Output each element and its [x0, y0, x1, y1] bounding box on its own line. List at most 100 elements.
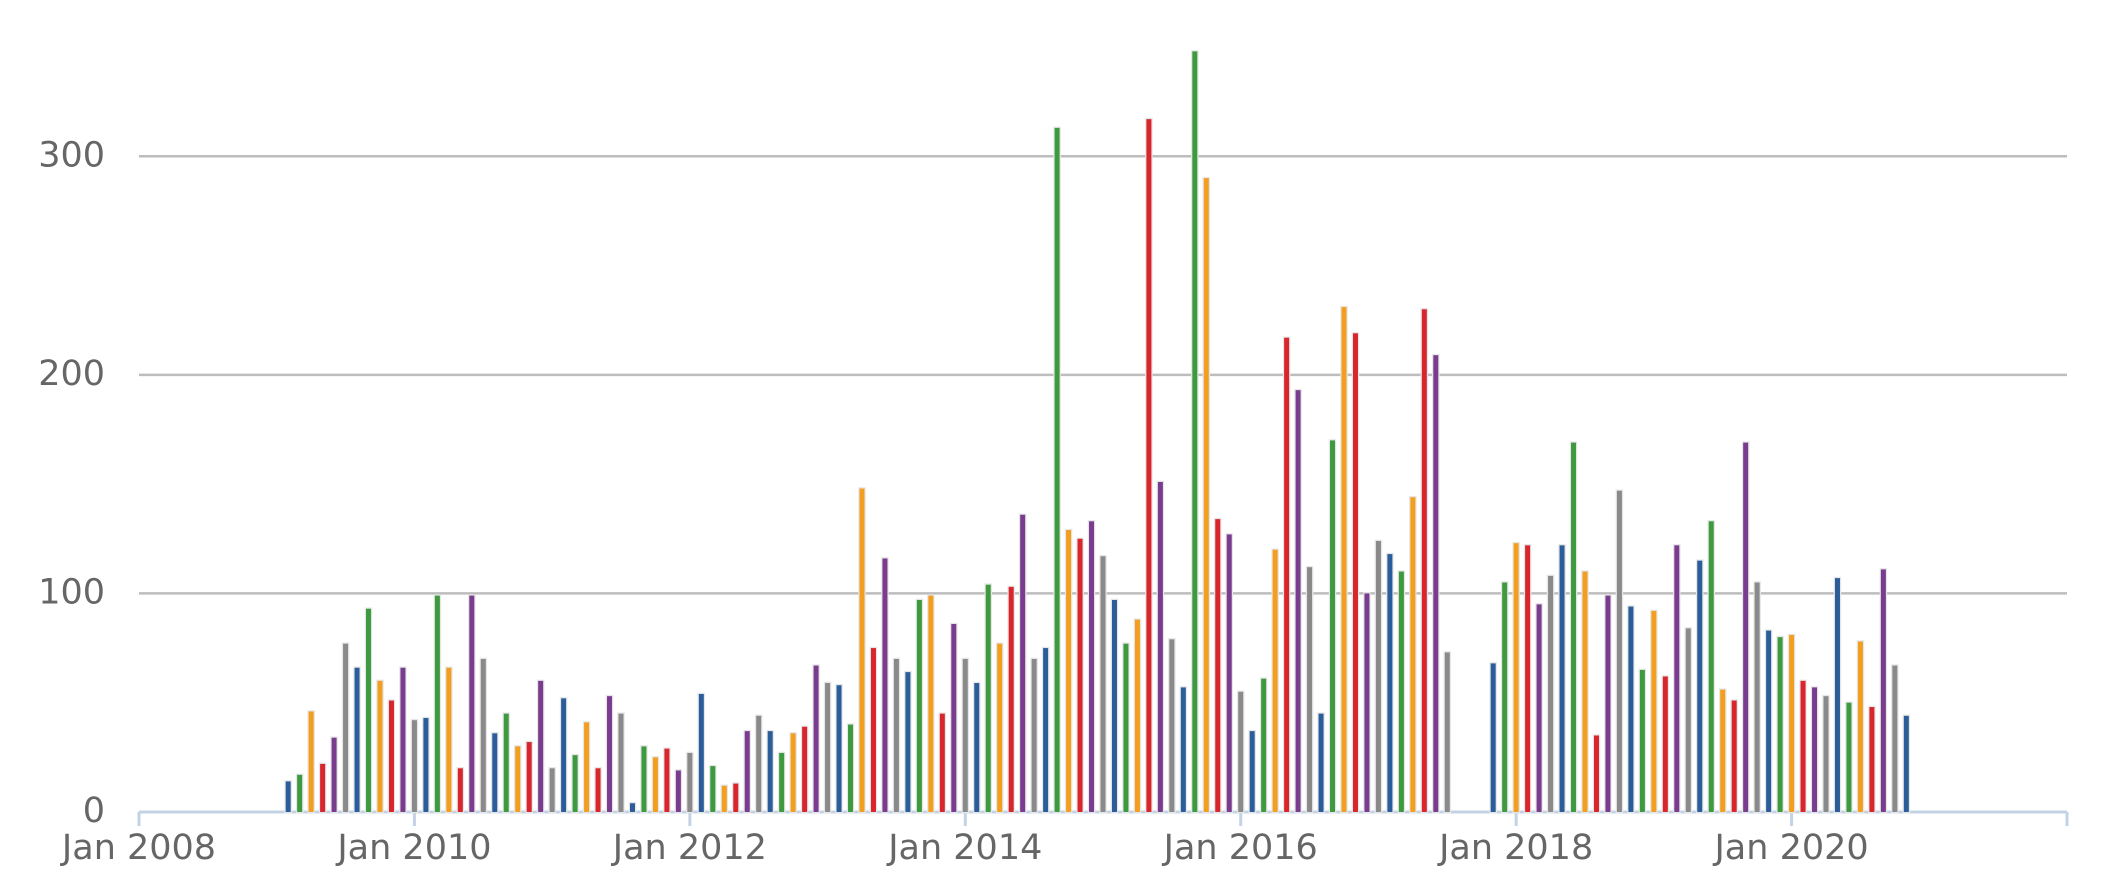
- bar: [1179, 686, 1188, 814]
- bar: [777, 751, 786, 814]
- bar: [1673, 544, 1681, 814]
- bar: [697, 692, 706, 814]
- bar: [1030, 657, 1038, 814]
- bar: [1718, 688, 1727, 814]
- bar: [950, 622, 958, 814]
- bar: [938, 712, 947, 814]
- bar: [341, 642, 350, 814]
- bar: [284, 780, 292, 814]
- bar: [1087, 520, 1096, 814]
- bar: [1730, 699, 1738, 814]
- bar: [307, 710, 315, 814]
- bar: [1432, 353, 1440, 814]
- bar: [1443, 651, 1452, 814]
- bar: [1592, 734, 1601, 814]
- x-tick-label: Jan 2008: [60, 828, 216, 868]
- bar: [1374, 539, 1383, 814]
- bar: [1650, 609, 1658, 814]
- bar: [1604, 594, 1612, 814]
- bar: [766, 729, 774, 814]
- bar: [1282, 336, 1291, 814]
- x-tick-label: Jan 2010: [335, 828, 491, 868]
- bar: [823, 681, 832, 814]
- bar: [1558, 544, 1566, 814]
- x-tick-label: Jan 2012: [611, 828, 767, 868]
- bar: [1879, 568, 1888, 814]
- bar: [1833, 576, 1842, 814]
- bar: [1684, 627, 1693, 814]
- bar: [318, 762, 327, 814]
- bar: [456, 767, 465, 814]
- bar: [1569, 441, 1578, 814]
- bar: [353, 666, 361, 814]
- bar: [754, 714, 763, 814]
- bar: [468, 594, 476, 814]
- bar: [1420, 308, 1429, 814]
- bar: [1225, 533, 1233, 814]
- bar: [1799, 679, 1807, 814]
- bar: [1317, 712, 1325, 814]
- bar: [915, 598, 924, 814]
- bar: [536, 679, 545, 814]
- bar: [1294, 388, 1302, 814]
- bar: [1099, 555, 1107, 814]
- bar: [1741, 441, 1750, 814]
- bar: [1512, 541, 1520, 814]
- y-tick-label: 200: [38, 354, 105, 394]
- bar: [491, 732, 499, 814]
- bar: [995, 642, 1004, 814]
- bar: [1707, 520, 1715, 814]
- bar: [513, 745, 522, 814]
- bar: [720, 784, 729, 814]
- bar: [674, 769, 683, 814]
- bar: [422, 716, 430, 814]
- bar: [709, 764, 717, 814]
- bar: [1122, 642, 1130, 814]
- bar: [1259, 677, 1268, 814]
- bar: [1053, 126, 1061, 814]
- bar: [651, 756, 660, 814]
- bar: [399, 666, 407, 814]
- bar: [984, 583, 992, 814]
- bar: [1202, 176, 1211, 814]
- bar: [364, 607, 373, 814]
- bar: [445, 666, 453, 814]
- bar: [1305, 565, 1314, 814]
- bar: [1328, 439, 1337, 814]
- bar: [869, 646, 878, 814]
- bar: [1076, 537, 1084, 814]
- bar: [1753, 581, 1761, 814]
- bar: [732, 782, 740, 814]
- bar: [789, 732, 797, 814]
- bar: [376, 679, 384, 814]
- bar: [548, 767, 556, 814]
- bar: [743, 729, 751, 814]
- bar: [1271, 548, 1279, 814]
- bar: [686, 751, 694, 814]
- x-tick-label: Jan 2014: [886, 828, 1042, 868]
- bar: [1856, 640, 1865, 814]
- bar: [881, 557, 889, 814]
- bar: [1535, 603, 1543, 814]
- bar: [1340, 305, 1348, 814]
- bar: [295, 773, 304, 814]
- bar: [1500, 581, 1509, 814]
- x-tick-label: Jan 2020: [1712, 828, 1868, 868]
- bar: [800, 725, 809, 814]
- bar: [858, 487, 866, 814]
- bar: [1489, 662, 1497, 814]
- bar: [961, 657, 970, 814]
- bar: [1891, 664, 1899, 814]
- bar: [973, 681, 981, 814]
- bar: [1902, 714, 1911, 814]
- bar: [1236, 690, 1245, 814]
- bar: [892, 657, 901, 814]
- bar: [1764, 629, 1773, 814]
- bar: [1351, 332, 1360, 814]
- bar: [640, 745, 648, 814]
- bar: [1787, 633, 1796, 814]
- bar: [846, 723, 855, 814]
- bar: [812, 664, 820, 814]
- bar: [1845, 701, 1853, 814]
- bar: [1214, 517, 1222, 814]
